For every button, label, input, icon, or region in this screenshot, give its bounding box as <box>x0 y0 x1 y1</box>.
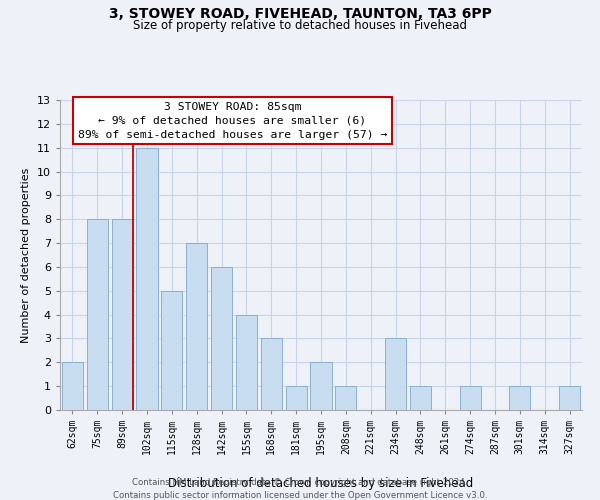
Bar <box>460 386 481 410</box>
Bar <box>236 314 257 410</box>
Text: Distribution of detached houses by size in Fivehead: Distribution of detached houses by size … <box>169 477 473 490</box>
Bar <box>385 338 406 410</box>
Bar <box>261 338 282 410</box>
Bar <box>310 362 332 410</box>
Text: Size of property relative to detached houses in Fivehead: Size of property relative to detached ho… <box>133 19 467 32</box>
Bar <box>87 219 108 410</box>
Bar <box>136 148 158 410</box>
Text: Contains HM Land Registry data © Crown copyright and database right 2024.
Contai: Contains HM Land Registry data © Crown c… <box>113 478 487 500</box>
Bar <box>335 386 356 410</box>
Text: 3 STOWEY ROAD: 85sqm
← 9% of detached houses are smaller (6)
89% of semi-detache: 3 STOWEY ROAD: 85sqm ← 9% of detached ho… <box>77 102 387 140</box>
Bar <box>161 291 182 410</box>
Bar <box>186 243 207 410</box>
Bar <box>559 386 580 410</box>
Bar <box>509 386 530 410</box>
Bar <box>410 386 431 410</box>
Bar <box>62 362 83 410</box>
Text: 3, STOWEY ROAD, FIVEHEAD, TAUNTON, TA3 6PP: 3, STOWEY ROAD, FIVEHEAD, TAUNTON, TA3 6… <box>109 8 491 22</box>
Y-axis label: Number of detached properties: Number of detached properties <box>21 168 31 342</box>
Bar <box>211 267 232 410</box>
Bar <box>286 386 307 410</box>
Bar <box>112 219 133 410</box>
